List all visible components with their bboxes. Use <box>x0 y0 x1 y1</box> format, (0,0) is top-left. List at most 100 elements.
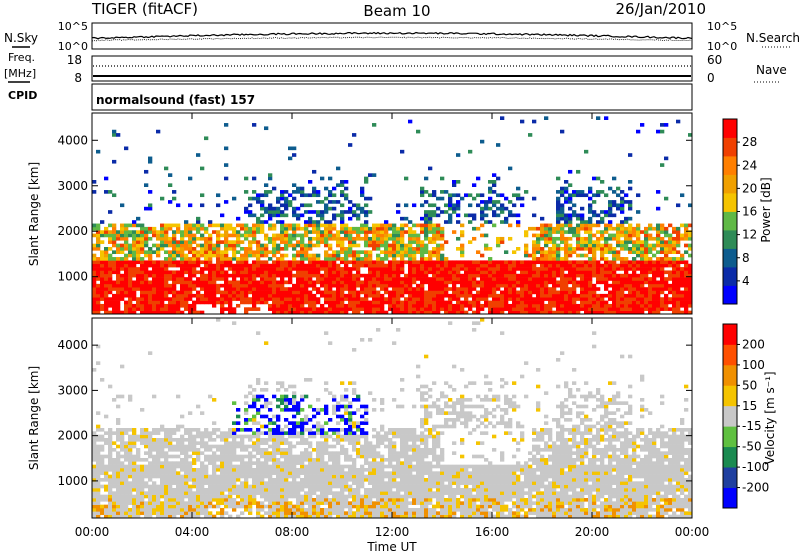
heatmap-cell <box>228 494 233 499</box>
heatmap-cell <box>232 283 237 288</box>
heatmap-cell <box>488 257 493 261</box>
heatmap-cell <box>132 511 137 515</box>
heatmap-cell <box>528 260 533 265</box>
heatmap-cell <box>248 233 253 238</box>
heatmap-cell <box>532 196 537 201</box>
heatmap-cell <box>128 287 133 291</box>
heatmap-cell <box>172 260 177 265</box>
heatmap-cell <box>560 226 565 231</box>
heatmap-cell <box>636 250 641 254</box>
heatmap-cell <box>348 253 353 258</box>
heatmap-cell <box>176 243 181 248</box>
heatmap-cell <box>196 428 201 432</box>
heatmap-cell <box>216 250 221 254</box>
heatmap-cell <box>640 297 645 301</box>
heatmap-cell <box>476 267 481 271</box>
heatmap-cell <box>128 488 133 492</box>
heatmap-cell <box>188 511 193 515</box>
heatmap-cell <box>160 240 165 244</box>
velocity-heatmap <box>92 318 693 519</box>
heatmap-cell <box>352 203 357 208</box>
heatmap-cell <box>236 257 241 261</box>
heatmap-cell <box>92 431 97 435</box>
heatmap-cell <box>580 297 585 301</box>
heatmap-cell <box>280 226 285 231</box>
heatmap-cell <box>324 310 329 315</box>
heatmap-cell <box>92 190 97 194</box>
heatmap-cell <box>160 478 165 482</box>
heatmap-cell <box>432 280 437 285</box>
heatmap-cell <box>256 243 261 248</box>
heatmap-cell <box>232 247 237 251</box>
heatmap-cell <box>112 504 117 509</box>
heatmap-cell <box>688 293 693 298</box>
heatmap-cell <box>356 260 361 265</box>
heatmap-cell <box>184 454 189 459</box>
heatmap-cell <box>108 461 113 465</box>
heatmap-cell <box>576 230 581 234</box>
heatmap-cell <box>656 260 661 265</box>
heatmap-cell <box>152 310 157 315</box>
heatmap-cell <box>192 236 197 241</box>
heatmap-cell <box>668 243 673 248</box>
heatmap-cell <box>624 293 629 298</box>
heatmap-cell <box>540 277 545 281</box>
heatmap-cell <box>588 290 593 295</box>
heatmap-cell <box>488 190 493 194</box>
heatmap-cell <box>288 297 293 301</box>
heatmap-cell <box>328 193 333 198</box>
heatmap-cell <box>116 494 121 499</box>
heatmap-cell <box>164 434 169 439</box>
heatmap-cell <box>172 230 177 234</box>
heatmap-cell <box>364 290 369 295</box>
heatmap-cell <box>360 260 365 265</box>
heatmap-cell <box>596 247 601 251</box>
heatmap-cell <box>448 206 453 211</box>
heatmap-cell <box>128 253 133 258</box>
heatmap-cell <box>596 270 601 275</box>
heatmap-cell <box>656 293 661 298</box>
heatmap-cell <box>156 280 161 285</box>
heatmap-cell <box>200 300 205 305</box>
heatmap-cell <box>272 461 277 465</box>
heatmap-cell <box>656 236 661 241</box>
heatmap-cell <box>104 474 109 479</box>
heatmap-cell <box>276 484 281 489</box>
heatmap-cell <box>384 297 389 301</box>
heatmap-cell <box>556 223 561 228</box>
heatmap-cell <box>156 303 161 308</box>
heatmap-cell <box>644 280 649 285</box>
heatmap-cell <box>124 253 129 258</box>
heatmap-cell <box>316 243 321 248</box>
heatmap-cell <box>316 270 321 275</box>
heatmap-cell <box>120 498 125 502</box>
heatmap-cell <box>200 283 205 288</box>
heatmap-cell <box>220 297 225 301</box>
heatmap-cell <box>264 491 269 495</box>
heatmap-cell <box>632 283 637 288</box>
heatmap-cell <box>544 310 549 315</box>
heatmap-cell <box>600 300 605 305</box>
heatmap-cell <box>540 270 545 275</box>
heatmap-cell <box>300 310 305 315</box>
heatmap-cell <box>212 514 217 519</box>
heatmap-cell <box>628 273 633 278</box>
heatmap-cell <box>100 260 105 265</box>
heatmap-cell <box>188 464 193 469</box>
heatmap-cell <box>196 508 201 512</box>
heatmap-cell <box>664 297 669 301</box>
heatmap-cell <box>468 260 473 265</box>
heatmap-cell <box>492 203 497 208</box>
heatmap-cell <box>164 471 169 475</box>
heatmap-cell <box>140 504 145 509</box>
heatmap-cell <box>416 273 421 278</box>
heatmap-cell <box>224 504 229 509</box>
heatmap-cell <box>220 438 225 442</box>
heatmap-cell <box>180 478 185 482</box>
heatmap-cell <box>412 253 417 258</box>
heatmap-cell <box>288 236 293 241</box>
heatmap-cell <box>592 200 597 204</box>
heatmap-cell <box>628 287 633 291</box>
heatmap-cell <box>592 270 597 275</box>
heatmap-cell <box>232 484 237 489</box>
